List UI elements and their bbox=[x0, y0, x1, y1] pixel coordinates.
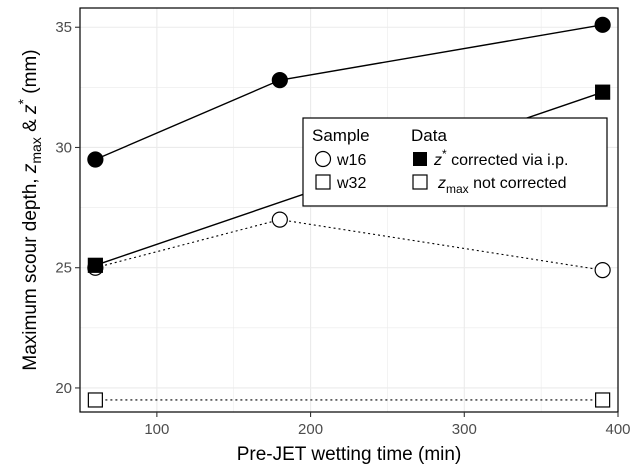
legend-corrected-var: z bbox=[433, 152, 442, 169]
y-axis-title-amp: & bbox=[20, 114, 41, 137]
x-tick-label: 200 bbox=[298, 421, 323, 438]
y-axis-title-suffix: (mm) bbox=[20, 49, 41, 99]
y-axis-title-zstar: z bbox=[20, 104, 41, 115]
y-axis-title-sup: * bbox=[15, 98, 31, 104]
data-point-w32-not_corrected bbox=[87, 392, 103, 408]
plot-panel-border bbox=[79, 7, 619, 413]
legend-not-corrected-text: not corrected bbox=[469, 175, 567, 192]
legend-corrected-sup: * bbox=[442, 147, 447, 161]
legend-box bbox=[302, 117, 608, 207]
axes: 100 200 300 400 20 25 30 35 bbox=[55, 19, 630, 438]
data-point-w32-corrected bbox=[595, 84, 611, 100]
data-point-w16-corrected bbox=[87, 151, 104, 168]
x-tick-label: 400 bbox=[605, 421, 630, 438]
y-axis-title: Maximum scour depth, zmax & z* (mm) bbox=[15, 49, 44, 370]
data-point-w16-not_corrected bbox=[271, 211, 288, 228]
legend-key-w16 bbox=[314, 150, 332, 168]
legend: Sample Data w16 w32 z* corrected via i.p… bbox=[302, 117, 608, 207]
series-layer bbox=[87, 16, 611, 408]
legend-label-not-corrected: zmax not corrected bbox=[437, 175, 567, 196]
y-tick-label: 25 bbox=[55, 260, 72, 277]
legend-not-corrected-var: z bbox=[437, 175, 446, 192]
legend-label-w16: w16 bbox=[336, 152, 366, 169]
data-point-w16-not_corrected bbox=[594, 262, 611, 279]
series-line-w16-not_corrected bbox=[95, 219, 603, 271]
y-axis-title-sub: max bbox=[28, 137, 44, 163]
y-tick-label: 20 bbox=[55, 380, 72, 397]
data-point-w32-corrected bbox=[87, 257, 103, 273]
y-tick-label: 35 bbox=[55, 19, 72, 36]
legend-label-corrected: z* corrected via i.p. bbox=[433, 147, 569, 169]
legend-corrected-text: corrected via i.p. bbox=[447, 152, 569, 169]
legend-key-not-corrected bbox=[412, 174, 428, 190]
y-axis-title-z: z bbox=[20, 163, 41, 174]
legend-title-sample: Sample bbox=[312, 126, 370, 145]
legend-label-w32: w32 bbox=[336, 175, 366, 192]
legend-title-data: Data bbox=[411, 126, 447, 145]
data-point-w32-not_corrected bbox=[595, 392, 611, 408]
x-tick-label: 300 bbox=[452, 421, 477, 438]
y-tick-label: 30 bbox=[55, 139, 72, 156]
data-point-w16-corrected bbox=[594, 16, 611, 33]
legend-not-corrected-sub: max bbox=[446, 182, 469, 196]
legend-key-corrected bbox=[413, 152, 427, 166]
x-axis-title: Pre-JET wetting time (min) bbox=[237, 444, 462, 465]
legend-key-w32 bbox=[315, 174, 331, 190]
data-point-w16-corrected bbox=[271, 72, 288, 89]
x-tick-label: 100 bbox=[144, 421, 169, 438]
y-axis-title-prefix: Maximum scour depth, bbox=[20, 173, 41, 370]
